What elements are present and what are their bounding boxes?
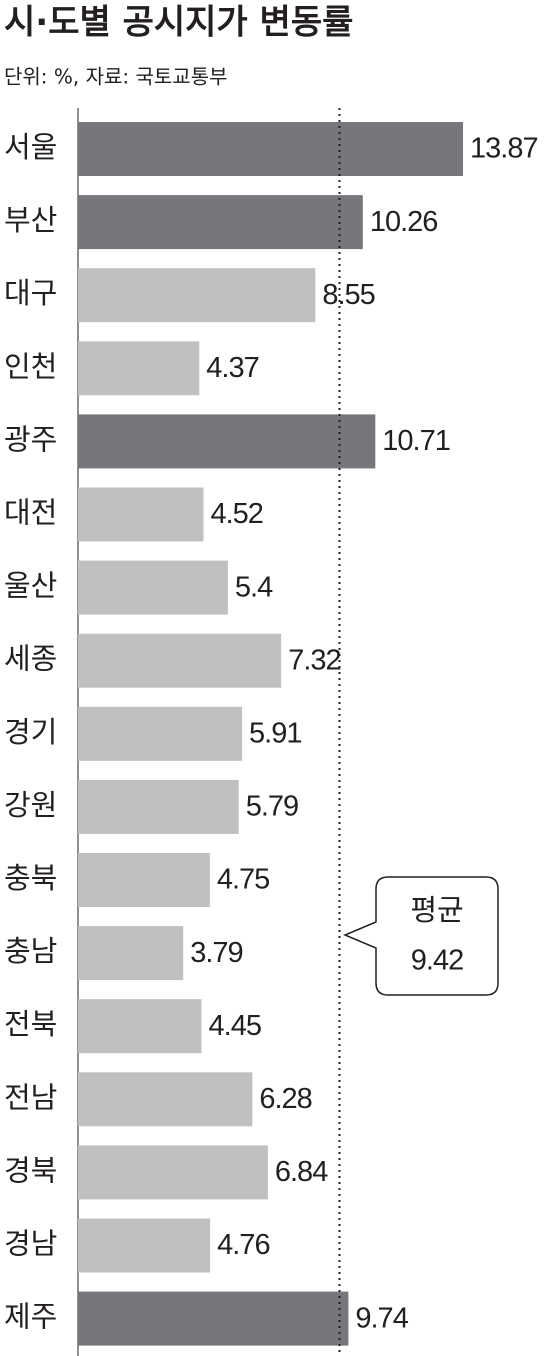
category-label: 충북 — [4, 861, 57, 895]
bar — [78, 1291, 349, 1346]
value-label: 5.79 — [246, 791, 298, 823]
value-label: 4.45 — [209, 1010, 261, 1042]
value-label: 8.55 — [322, 279, 374, 311]
bar — [78, 779, 239, 834]
average-label: 평균 — [410, 893, 463, 927]
bar — [78, 853, 210, 907]
value-label: 10.26 — [370, 206, 438, 238]
bar — [78, 268, 316, 323]
bar — [78, 1072, 253, 1127]
chart-title: 시·도별 공시지가 변동률 — [4, 3, 353, 43]
category-label: 인천 — [4, 349, 57, 383]
bar — [78, 633, 282, 688]
category-label: 경남 — [4, 1227, 57, 1261]
bar — [78, 706, 243, 761]
category-label: 제주 — [4, 1300, 57, 1334]
bar — [78, 122, 464, 176]
category-label: 부산 — [4, 203, 57, 237]
chart-subtitle: 단위: %, 자료: 국토교통부 — [4, 65, 228, 89]
category-label: 전남 — [4, 1080, 57, 1114]
bar — [78, 999, 202, 1054]
value-label: 3.79 — [190, 937, 242, 969]
value-label: 4.37 — [206, 352, 258, 384]
category-label: 전북 — [4, 1007, 57, 1041]
category-label: 울산 — [4, 569, 57, 603]
bar — [78, 926, 184, 981]
value-label: 5.91 — [249, 717, 301, 749]
category-label: 세종 — [4, 642, 57, 676]
value-label: 7.32 — [288, 644, 340, 676]
category-label: 경북 — [4, 1153, 57, 1187]
category-label: 광주 — [4, 422, 57, 456]
value-label: 6.84 — [275, 1156, 328, 1188]
category-label: 충남 — [4, 934, 57, 968]
value-label: 9.74 — [355, 1302, 408, 1334]
bar — [78, 560, 228, 615]
value-label: 4.75 — [217, 864, 269, 896]
category-label: 대전 — [4, 496, 57, 530]
category-label: 대구 — [4, 276, 57, 310]
bar — [78, 195, 363, 250]
value-label: 6.28 — [259, 1083, 311, 1115]
category-label: 강원 — [4, 788, 57, 822]
category-label: 서울 — [4, 130, 57, 164]
bar — [78, 1145, 268, 1200]
value-label: 10.71 — [382, 425, 450, 457]
value-label: 13.87 — [470, 133, 538, 165]
value-label: 5.4 — [235, 571, 273, 603]
bar — [78, 341, 200, 396]
value-label: 4.76 — [217, 1229, 269, 1261]
category-label: 경기 — [4, 715, 57, 749]
value-label: 4.52 — [210, 498, 262, 530]
callout-box — [343, 876, 499, 996]
bar — [78, 1218, 211, 1273]
bar — [78, 414, 376, 469]
bar — [78, 487, 204, 542]
average-value: 9.42 — [411, 945, 463, 977]
